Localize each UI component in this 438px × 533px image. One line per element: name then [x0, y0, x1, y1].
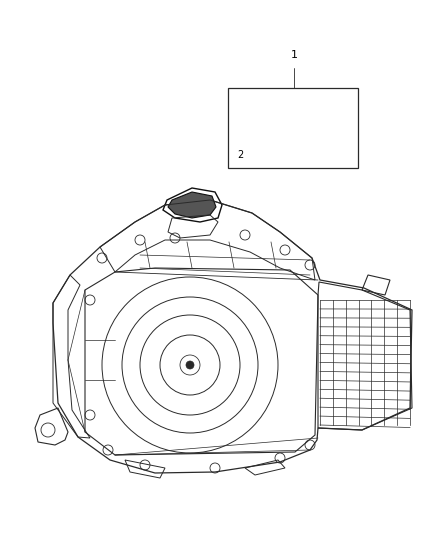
Circle shape [186, 361, 194, 369]
Text: 2: 2 [237, 150, 243, 160]
Bar [228, 88, 358, 168]
Polygon shape [168, 192, 216, 218]
Text: 1: 1 [290, 50, 297, 60]
